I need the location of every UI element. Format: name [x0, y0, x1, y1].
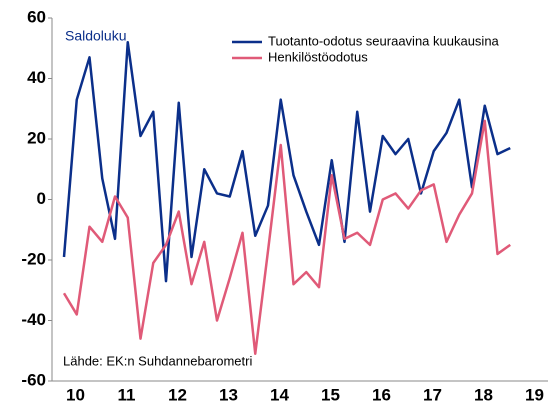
x-tick-label: 10	[66, 385, 85, 404]
source-note: Lähde: EK:n Suhdannebarometri	[63, 353, 252, 368]
y-tick-label: 60	[27, 7, 46, 26]
y-axis-label: Saldoluku	[65, 28, 127, 44]
x-tick-label: 12	[168, 385, 187, 404]
y-tick-label: -60	[21, 370, 46, 389]
x-tick-label: 11	[117, 385, 135, 404]
y-tick-label: -20	[21, 249, 46, 268]
x-tick-label: 16	[372, 385, 391, 404]
x-tick-label: 13	[219, 385, 238, 404]
legend-label: Henkilöstöodotus	[268, 49, 368, 64]
x-tick-label: 15	[321, 385, 340, 404]
y-tick-label: -40	[21, 310, 46, 329]
y-tick-label: 0	[37, 189, 46, 208]
x-tick-label: 17	[423, 385, 442, 404]
x-tick-label: 19	[525, 385, 544, 404]
x-tick-label: 18	[474, 385, 493, 404]
y-tick-label: 20	[27, 128, 46, 147]
x-tick-label: 14	[270, 385, 289, 404]
series-line	[62, 119, 511, 356]
series-line	[62, 40, 511, 283]
y-tick-label: 40	[27, 68, 46, 87]
legend-label: Tuotanto-odotus seuraavina kuukausina	[268, 33, 500, 48]
